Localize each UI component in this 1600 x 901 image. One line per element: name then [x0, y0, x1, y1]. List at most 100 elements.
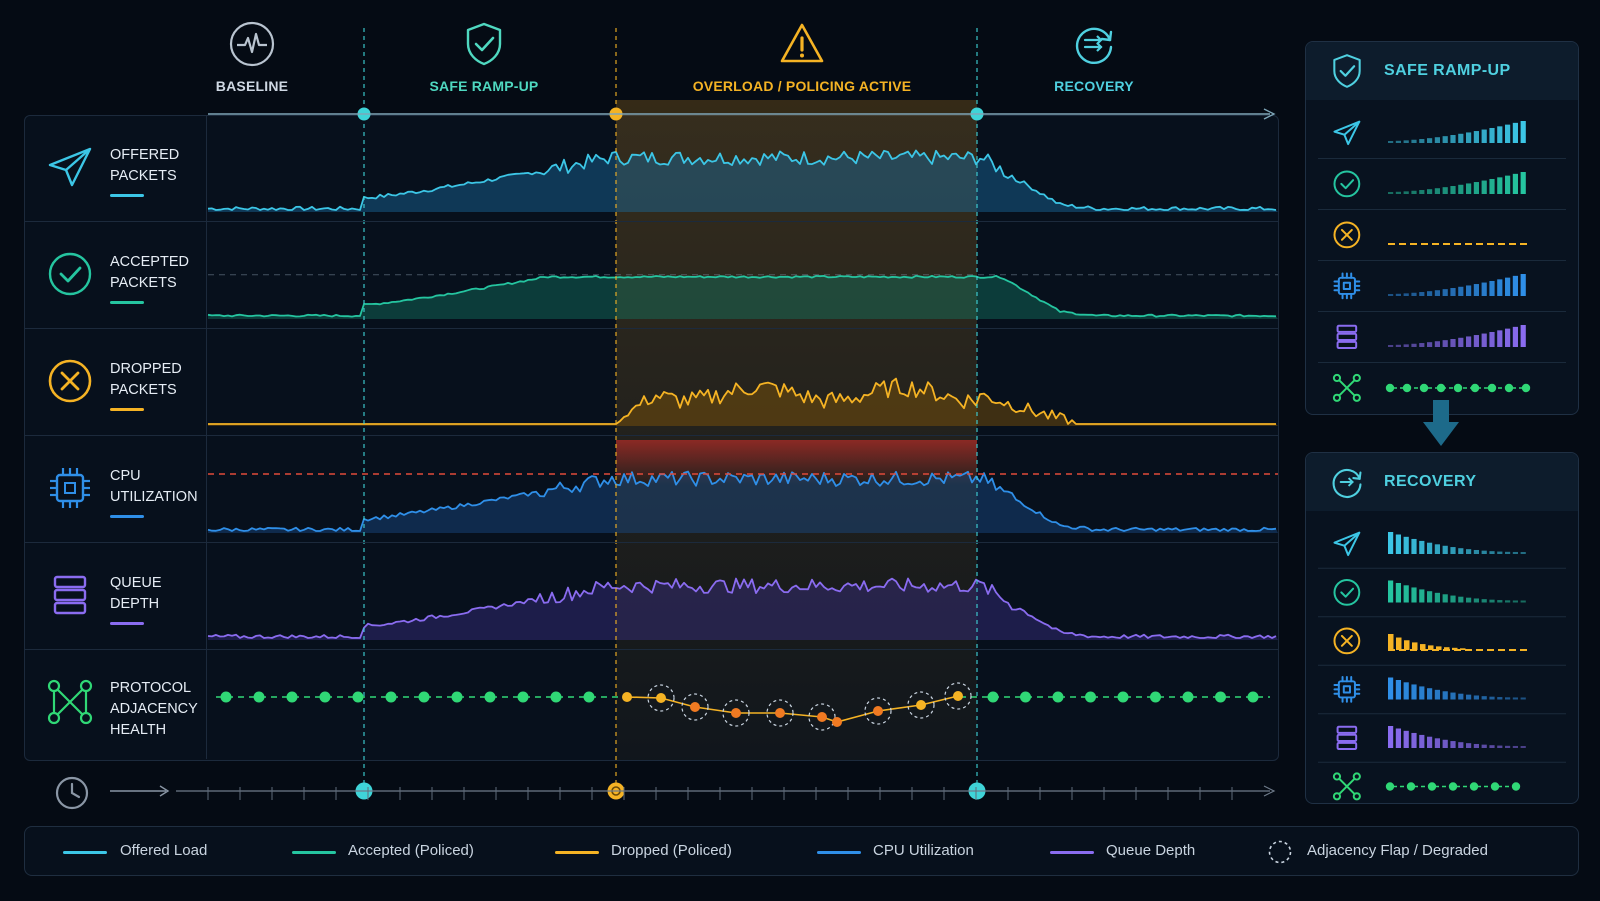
- side-bar: [1444, 647, 1450, 650]
- side-bar: [1442, 187, 1448, 194]
- row-label-line1: QUEUE: [110, 575, 162, 591]
- legend-item-offered: Offered Load: [120, 842, 208, 859]
- side-bar: [1489, 745, 1495, 748]
- x-mini-icon: [1333, 221, 1361, 249]
- side-bar: [1489, 178, 1495, 194]
- side-bar: [1388, 192, 1394, 194]
- row-label-line1: CPU: [110, 468, 141, 484]
- series-area-queue: [208, 578, 1278, 640]
- adjacency-node: [1150, 691, 1161, 703]
- adjacency-node: [220, 691, 232, 703]
- legend-item-queue: Queue Depth: [1106, 842, 1196, 859]
- adjacency-node: [286, 691, 298, 703]
- cpu-mini-icon: [1333, 272, 1361, 300]
- side-bar: [1505, 551, 1511, 554]
- side-bar: [1404, 640, 1410, 650]
- side-bar: [1460, 648, 1466, 650]
- side-bar: [1466, 597, 1472, 603]
- side-bar: [1497, 745, 1503, 748]
- side-bar: [1466, 549, 1472, 554]
- side-adjacency-node: [1453, 383, 1463, 393]
- adjacency-node: [1085, 691, 1096, 703]
- phase-label: SAFE RAMP-UP: [429, 78, 539, 94]
- side-bar: [1458, 596, 1464, 603]
- safe-ramp-sparklines: [1318, 120, 1566, 402]
- row-accepted-packets: ACCEPTED PACKETS: [24, 222, 207, 329]
- side-adjacency-node: [1504, 383, 1514, 393]
- row-protocol-adjacency: PROTOCOL ADJACENCY HEALTH: [24, 650, 207, 759]
- row-label-line1: OFFERED: [110, 147, 180, 163]
- side-adjacency-node: [1521, 383, 1531, 393]
- side-bar: [1442, 136, 1448, 143]
- phase-safe-ramp-up: SAFE RAMP-UP: [394, 20, 574, 94]
- side-bar: [1403, 585, 1409, 603]
- side-bar: [1458, 337, 1464, 347]
- adjacency-node: [451, 691, 463, 703]
- side-bar: [1434, 544, 1440, 554]
- side-bar: [1497, 551, 1503, 554]
- row-label-line2: ADJACENCY: [110, 701, 198, 717]
- panel-connector-arrow-icon: [1423, 400, 1459, 446]
- side-bar: [1473, 335, 1479, 347]
- row-divider: [24, 542, 1279, 543]
- side-bar: [1450, 692, 1456, 700]
- side-bar: [1520, 274, 1526, 296]
- side-bar: [1428, 645, 1434, 650]
- side-bar: [1520, 552, 1526, 554]
- legend-item-cpu: CPU Utilization: [873, 842, 974, 859]
- x-mini-icon: [1333, 627, 1361, 655]
- phase-axis-arrow: [1263, 108, 1276, 120]
- adjacency-flap-ring: [944, 682, 972, 710]
- side-bar: [1466, 336, 1472, 347]
- series-area-cpu: [208, 471, 1278, 533]
- side-bar: [1450, 339, 1456, 347]
- legend-swatch: [63, 851, 107, 854]
- network-nodes-icon: [47, 679, 93, 725]
- side-panel-recovery: RECOVERY: [1305, 452, 1579, 804]
- side-panel-header: RECOVERY: [1306, 453, 1578, 511]
- side-bar: [1411, 139, 1417, 143]
- side-bar: [1450, 595, 1456, 603]
- side-bar: [1434, 341, 1440, 347]
- side-adjacency-node: [1385, 383, 1395, 393]
- side-bar: [1411, 343, 1417, 347]
- side-bar: [1512, 275, 1518, 296]
- adjacency-node: [517, 691, 529, 703]
- row-underline: [110, 515, 144, 518]
- series-area-dropped: [208, 378, 1278, 426]
- side-adjacency-node: [1402, 383, 1412, 393]
- adjacency-degraded-node: [731, 708, 741, 718]
- side-bar: [1395, 728, 1401, 748]
- side-panel-title: RECOVERY: [1384, 473, 1477, 490]
- adjacency-degraded-node: [622, 692, 632, 702]
- phase-label: BASELINE: [215, 78, 289, 94]
- side-bar: [1505, 697, 1511, 700]
- side-bar: [1395, 582, 1401, 603]
- side-bar: [1442, 691, 1448, 700]
- side-bar: [1419, 292, 1425, 296]
- dashed-circle-icon: [1268, 840, 1292, 864]
- queue-mini-icon: [1336, 725, 1358, 751]
- side-bar: [1497, 126, 1503, 143]
- adjacency-degraded-node: [775, 708, 785, 718]
- adjacency-node: [385, 691, 397, 703]
- side-bar: [1395, 534, 1401, 554]
- side-bar: [1458, 693, 1464, 700]
- x-circle-icon: [48, 359, 92, 403]
- side-bar: [1458, 133, 1464, 143]
- side-bar: [1497, 697, 1503, 700]
- side-bar: [1473, 131, 1479, 143]
- legend-swatch: [292, 851, 336, 854]
- recovery-arrows-icon: [1332, 469, 1362, 498]
- side-bar: [1395, 191, 1401, 194]
- side-bar: [1403, 293, 1409, 296]
- adjacency-node: [1052, 691, 1064, 703]
- side-bar: [1512, 745, 1518, 748]
- side-bar: [1497, 600, 1503, 603]
- adjacency-node: [484, 691, 496, 703]
- side-bar: [1427, 291, 1433, 296]
- side-bar: [1505, 175, 1511, 194]
- side-adjacency-node: [1448, 782, 1458, 791]
- side-bar: [1427, 591, 1433, 603]
